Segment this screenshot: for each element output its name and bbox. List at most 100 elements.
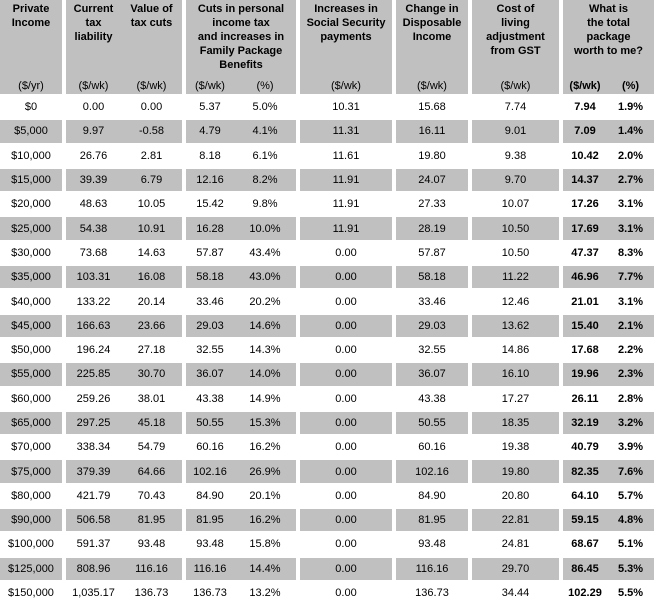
- table-row: $0 0.00 0.00 5.37 5.0% 10.31 15.68 7.74 …: [0, 96, 654, 121]
- cell-tax-liability: 166.63: [66, 314, 121, 339]
- cell-total-pct: 3.1%: [607, 217, 654, 242]
- cell-family-package-wk: 16.28: [186, 217, 234, 242]
- cell-disposable-change-wk: 33.46: [396, 290, 472, 315]
- cell-family-package-pct: 16.2%: [234, 509, 300, 534]
- cell-private-income: $70,000: [0, 436, 66, 461]
- cell-tax-cuts-value: 81.95: [121, 509, 186, 534]
- cell-disposable-change-wk: 58.18: [396, 266, 472, 291]
- cell-family-package-wk: 93.48: [186, 533, 234, 558]
- cell-total-pct: 3.2%: [607, 411, 654, 437]
- table-row: $5,000 9.97 -0.58 4.79 4.1% 11.31 16.11 …: [0, 120, 654, 145]
- cell-family-package-wk: 29.03: [186, 314, 234, 339]
- cell-gst-adjustment-wk: 18.35: [472, 411, 563, 437]
- cell-tax-cuts-value: 20.14: [121, 290, 186, 315]
- cell-total-pct: 7.7%: [607, 266, 654, 291]
- cell-family-package-wk: 50.55: [186, 411, 234, 437]
- cell-total-wk: 68.67: [563, 533, 607, 558]
- cell-tax-cuts-value: 54.79: [121, 436, 186, 461]
- cell-total-pct: 3.9%: [607, 436, 654, 461]
- cell-family-package-pct: 14.6%: [234, 314, 300, 339]
- cell-private-income: $40,000: [0, 290, 66, 315]
- table-row: $45,000 166.63 23.66 29.03 14.6% 0.00 29…: [0, 314, 654, 339]
- cell-social-security-wk: 11.61: [300, 144, 396, 169]
- cell-disposable-change-wk: 24.07: [396, 168, 472, 194]
- cell-tax-liability: 421.79: [66, 484, 121, 510]
- cell-family-package-wk: 15.42: [186, 193, 234, 218]
- cell-total-wk: 21.01: [563, 290, 607, 315]
- unit-private-income: ($/yr): [0, 78, 66, 96]
- header-gst-cost-of-living: Cost of living adjustment from GST: [472, 0, 563, 78]
- cell-tax-cuts-value: 16.08: [121, 266, 186, 291]
- cell-social-security-wk: 0.00: [300, 314, 396, 339]
- cell-gst-adjustment-wk: 10.07: [472, 193, 563, 218]
- cell-private-income: $50,000: [0, 338, 66, 364]
- cell-tax-liability: 338.34: [66, 436, 121, 461]
- cell-gst-adjustment-wk: 10.50: [472, 241, 563, 267]
- cell-total-wk: 32.19: [563, 411, 607, 437]
- cell-private-income: $35,000: [0, 266, 66, 291]
- cell-tax-cuts-value: 2.81: [121, 144, 186, 169]
- cell-total-wk: 40.79: [563, 436, 607, 461]
- cell-family-package-pct: 14.4%: [234, 557, 300, 582]
- cell-total-wk: 7.94: [563, 96, 607, 121]
- cell-gst-adjustment-wk: 12.46: [472, 290, 563, 315]
- cell-private-income: $80,000: [0, 484, 66, 510]
- cell-disposable-change-wk: 81.95: [396, 509, 472, 534]
- cell-tax-liability: 9.97: [66, 120, 121, 145]
- table-body: $0 0.00 0.00 5.37 5.0% 10.31 15.68 7.74 …: [0, 96, 654, 606]
- cell-gst-adjustment-wk: 16.10: [472, 363, 563, 388]
- cell-private-income: $75,000: [0, 460, 66, 485]
- cell-total-pct: 1.9%: [607, 96, 654, 121]
- cell-tax-liability: 0.00: [66, 96, 121, 121]
- cell-total-pct: 2.1%: [607, 314, 654, 339]
- cell-total-pct: 1.4%: [607, 120, 654, 145]
- cell-social-security-wk: 0.00: [300, 290, 396, 315]
- table-row: $10,000 26.76 2.81 8.18 6.1% 11.61 19.80…: [0, 144, 654, 169]
- cell-social-security-wk: 11.91: [300, 193, 396, 218]
- cell-family-package-pct: 4.1%: [234, 120, 300, 145]
- cell-family-package-wk: 84.90: [186, 484, 234, 510]
- cell-gst-adjustment-wk: 19.38: [472, 436, 563, 461]
- table-row: $90,000 506.58 81.95 81.95 16.2% 0.00 81…: [0, 509, 654, 534]
- cell-family-package-wk: 81.95: [186, 509, 234, 534]
- cell-gst-adjustment-wk: 22.81: [472, 509, 563, 534]
- cell-total-wk: 47.37: [563, 241, 607, 267]
- cell-total-pct: 2.7%: [607, 168, 654, 194]
- cell-family-package-wk: 136.73: [186, 581, 234, 606]
- cell-disposable-change-wk: 136.73: [396, 581, 472, 606]
- cell-total-wk: 46.96: [563, 266, 607, 291]
- header-total-package-worth: What is the total package worth to me?: [563, 0, 654, 78]
- cell-tax-cuts-value: 10.91: [121, 217, 186, 242]
- cell-social-security-wk: 0.00: [300, 581, 396, 606]
- cell-social-security-wk: 11.31: [300, 120, 396, 145]
- cell-private-income: $60,000: [0, 387, 66, 412]
- cell-gst-adjustment-wk: 7.74: [472, 96, 563, 121]
- cell-gst-adjustment-wk: 34.44: [472, 581, 563, 606]
- cell-disposable-change-wk: 116.16: [396, 557, 472, 582]
- cell-family-package-pct: 15.8%: [234, 533, 300, 558]
- cell-family-package-wk: 43.38: [186, 387, 234, 412]
- cell-tax-liability: 196.24: [66, 338, 121, 364]
- cell-family-package-wk: 12.16: [186, 168, 234, 194]
- cell-family-package-wk: 36.07: [186, 363, 234, 388]
- table-row: $25,000 54.38 10.91 16.28 10.0% 11.91 28…: [0, 217, 654, 242]
- cell-gst-adjustment-wk: 29.70: [472, 557, 563, 582]
- cell-tax-cuts-value: 30.70: [121, 363, 186, 388]
- cell-family-package-wk: 116.16: [186, 557, 234, 582]
- cell-family-package-pct: 10.0%: [234, 217, 300, 242]
- cell-family-package-pct: 13.2%: [234, 581, 300, 606]
- cell-tax-cuts-value: 6.79: [121, 168, 186, 194]
- cell-gst-adjustment-wk: 9.01: [472, 120, 563, 145]
- cell-tax-liability: 591.37: [66, 533, 121, 558]
- cell-family-package-pct: 20.2%: [234, 290, 300, 315]
- cell-family-package-pct: 6.1%: [234, 144, 300, 169]
- cell-family-package-wk: 4.79: [186, 120, 234, 145]
- cell-private-income: $10,000: [0, 144, 66, 169]
- cell-tax-cuts-value: 64.66: [121, 460, 186, 485]
- cell-social-security-wk: 0.00: [300, 436, 396, 461]
- cell-total-wk: 64.10: [563, 484, 607, 510]
- unit-total-wk: ($/wk): [563, 78, 607, 96]
- cell-family-package-pct: 26.9%: [234, 460, 300, 485]
- cell-family-package-pct: 8.2%: [234, 168, 300, 194]
